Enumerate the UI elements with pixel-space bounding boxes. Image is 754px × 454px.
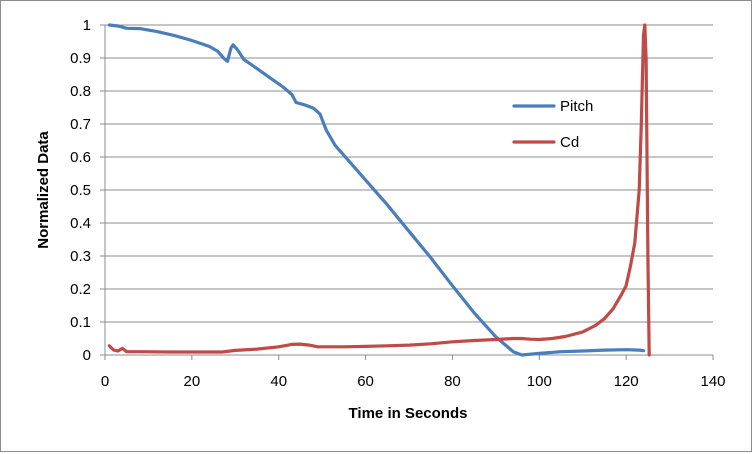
y-tick-label-0: 0	[83, 347, 91, 364]
y-tick-label-5: 0.5	[70, 182, 91, 199]
legend: Pitch Cd	[512, 98, 593, 151]
series-line-pitch	[107, 23, 646, 357]
y-tick-label-10: 1	[83, 17, 91, 34]
x-tick-label-4: 80	[444, 373, 461, 390]
legend-label-cd: Cd	[560, 134, 579, 151]
series-lines	[107, 23, 651, 357]
x-tick-label-2: 40	[270, 373, 287, 390]
y-tick-label-1: 0.1	[70, 314, 91, 331]
x-tick-label-6: 120	[614, 373, 639, 390]
y-tick-label-2: 0.2	[70, 281, 91, 298]
y-tick-label-6: 0.6	[70, 149, 91, 166]
axes: 0 0.1 0.2 0.3 0.4 0.5 0.6 0.7 0.8 0.9 1 0 20 40 60 80 10…	[70, 17, 725, 390]
y-tick-label-9: 0.9	[70, 50, 91, 67]
y-tick-label-3: 0.3	[70, 248, 91, 265]
x-tick-label-0: 0	[101, 373, 109, 390]
grid-lines	[105, 24, 713, 323]
series-line-cd	[107, 23, 651, 357]
y-axis-title: Normalized Data	[35, 131, 52, 249]
legend-label-pitch: Pitch	[560, 98, 593, 115]
y-tick-label-4: 0.4	[70, 215, 91, 232]
x-tick-label-1: 20	[184, 373, 201, 390]
x-tick-label-7: 140	[700, 373, 725, 390]
x-axis-title: Time in Seconds	[349, 405, 468, 422]
y-tick-label-7: 0.7	[70, 116, 91, 133]
y-tick-label-8: 0.8	[70, 83, 91, 100]
x-tick-label-3: 60	[357, 373, 374, 390]
x-tick-label-5: 100	[527, 373, 552, 390]
